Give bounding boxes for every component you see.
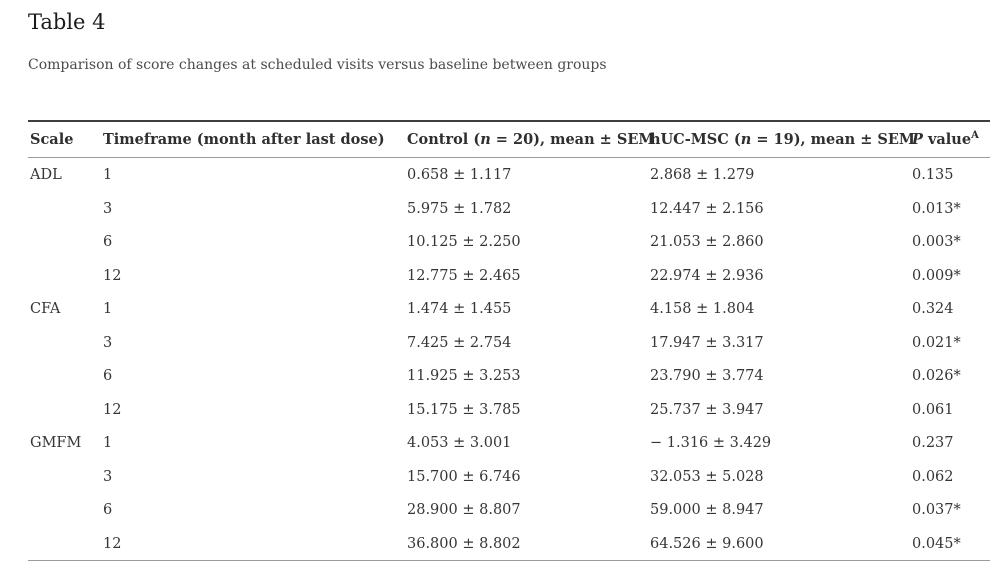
cell-control: 5.975 ± 1.782 — [407, 200, 512, 217]
cell-control: 10.125 ± 2.250 — [407, 234, 521, 251]
cell-pvalue: 0.135 — [912, 167, 954, 184]
pvalue-p-italic: P — [912, 131, 923, 149]
cell-treatment: 2.868 ± 1.279 — [650, 167, 755, 184]
paper-table-page: Table 4 Comparison of score changes at s… — [28, 10, 990, 562]
table-row: 3 5.975 ± 1.782 12.447 ± 2.156 0.013* — [28, 192, 990, 226]
cell-control: 28.900 ± 8.807 — [407, 502, 521, 519]
table-row: 6 11.925 ± 3.253 23.790 ± 3.774 0.026* — [28, 359, 990, 393]
cell-scale — [28, 326, 103, 360]
cell-control: 11.925 ± 3.253 — [407, 368, 521, 385]
control-n-italic: n — [480, 131, 491, 149]
treatment-n-italic: n — [740, 131, 752, 149]
cell-scale — [28, 393, 103, 427]
cell-scale: ADL — [30, 167, 62, 184]
cell-pvalue: 0.013* — [912, 200, 961, 217]
table-row: 12 36.800 ± 8.802 64.526 ± 9.600 0.045* — [28, 527, 990, 561]
table-row: 6 10.125 ± 2.250 21.053 ± 2.860 0.003* — [28, 225, 990, 259]
cell-scale — [28, 259, 103, 293]
table-row: CFA 1 1.474 ± 1.455 4.158 ± 1.804 0.324 — [28, 292, 990, 326]
cell-timeframe: 6 — [103, 234, 113, 251]
cell-pvalue: 0.062 — [912, 468, 954, 485]
col-header-scale: Scale — [30, 131, 74, 149]
cell-scale — [28, 192, 103, 226]
cell-control: 7.425 ± 2.754 — [407, 334, 512, 351]
col-header-timeframe: Timeframe (month after last dose) — [103, 131, 385, 149]
control-label-suffix: = 20), mean ± SEM — [490, 131, 655, 149]
col-header-control: Control (n = 20), mean ± SEM — [407, 121, 654, 158]
footnote-marker-a: A — [971, 130, 979, 142]
cell-scale — [28, 225, 103, 259]
col-header-pvalue: P valueA — [912, 121, 990, 158]
cell-treatment: 23.790 ± 3.774 — [650, 368, 764, 385]
cell-control: 4.053 ± 3.001 — [407, 435, 512, 452]
control-label-prefix: Control ( — [407, 131, 481, 149]
cell-treatment: 22.974 ± 2.936 — [650, 267, 764, 284]
cell-treatment: 25.737 ± 3.947 — [650, 401, 764, 418]
cell-control: 12.775 ± 2.465 — [407, 267, 521, 284]
cell-treatment: 4.158 ± 1.804 — [650, 301, 755, 318]
pvalue-label-rest: value — [922, 131, 972, 149]
cell-pvalue: 0.009* — [912, 267, 961, 284]
cell-pvalue: 0.003* — [912, 234, 961, 251]
treatment-label-prefix: hUC-MSC ( — [650, 131, 741, 149]
table-title: Table 4 — [28, 10, 106, 34]
cell-pvalue: 0.021* — [912, 334, 961, 351]
cell-timeframe: 1 — [103, 435, 113, 452]
cell-control: 1.474 ± 1.455 — [407, 301, 512, 318]
cell-scale — [28, 527, 103, 561]
table-row: ADL 1 0.658 ± 1.117 2.868 ± 1.279 0.135 — [28, 158, 990, 192]
cell-timeframe: 1 — [103, 301, 113, 318]
cell-control: 36.800 ± 8.802 — [407, 535, 521, 552]
cell-pvalue: 0.061 — [912, 401, 954, 418]
table-row: 3 15.700 ± 6.746 32.053 ± 5.028 0.062 — [28, 460, 990, 494]
cell-timeframe: 3 — [103, 200, 113, 217]
cell-timeframe: 12 — [103, 401, 122, 418]
table-row: 12 12.775 ± 2.465 22.974 ± 2.936 0.009* — [28, 259, 990, 293]
header-row: Scale Timeframe (month after last dose) … — [28, 121, 990, 158]
comparison-table: Scale Timeframe (month after last dose) … — [28, 120, 990, 562]
cell-treatment: 17.947 ± 3.317 — [650, 334, 764, 351]
table-body: ADL 1 0.658 ± 1.117 2.868 ± 1.279 0.135 … — [28, 158, 990, 561]
table-row: 6 28.900 ± 8.807 59.000 ± 8.947 0.037* — [28, 493, 990, 527]
cell-timeframe: 12 — [103, 535, 122, 552]
cell-treatment: 12.447 ± 2.156 — [650, 200, 764, 217]
treatment-label-suffix: = 19), mean ± SEM — [751, 131, 915, 149]
cell-treatment: − 1.316 ± 3.429 — [650, 435, 772, 452]
cell-scale — [28, 359, 103, 393]
cell-timeframe: 3 — [103, 468, 113, 485]
cell-timeframe: 6 — [103, 368, 113, 385]
cell-pvalue: 0.324 — [912, 301, 954, 318]
cell-timeframe: 12 — [103, 267, 122, 284]
col-header-treatment: hUC-MSC (n = 19), mean ± SEM — [650, 121, 915, 158]
table-header: Scale Timeframe (month after last dose) … — [28, 121, 990, 158]
cell-timeframe: 6 — [103, 502, 113, 519]
cell-treatment: 64.526 ± 9.600 — [650, 535, 764, 552]
cell-timeframe: 3 — [103, 334, 113, 351]
cell-treatment: 59.000 ± 8.947 — [650, 502, 764, 519]
cell-scale — [28, 493, 103, 527]
cell-control: 15.700 ± 6.746 — [407, 468, 521, 485]
cell-treatment: 21.053 ± 2.860 — [650, 234, 764, 251]
cell-scale: CFA — [30, 301, 61, 318]
cell-scale — [28, 460, 103, 494]
cell-control: 0.658 ± 1.117 — [407, 167, 512, 184]
cell-pvalue: 0.045* — [912, 535, 961, 552]
cell-timeframe: 1 — [103, 167, 113, 184]
cell-pvalue: 0.237 — [912, 435, 954, 452]
cell-scale: GMFM — [30, 435, 82, 452]
cell-pvalue: 0.026* — [912, 368, 961, 385]
table-row: 3 7.425 ± 2.754 17.947 ± 3.317 0.021* — [28, 326, 990, 360]
cell-treatment: 32.053 ± 5.028 — [650, 468, 764, 485]
table-caption: Comparison of score changes at scheduled… — [28, 57, 607, 74]
cell-pvalue: 0.037* — [912, 502, 961, 519]
table-row: 12 15.175 ± 3.785 25.737 ± 3.947 0.061 — [28, 393, 990, 427]
cell-control: 15.175 ± 3.785 — [407, 401, 521, 418]
table-row: GMFM 1 4.053 ± 3.001 − 1.316 ± 3.429 0.2… — [28, 426, 990, 460]
